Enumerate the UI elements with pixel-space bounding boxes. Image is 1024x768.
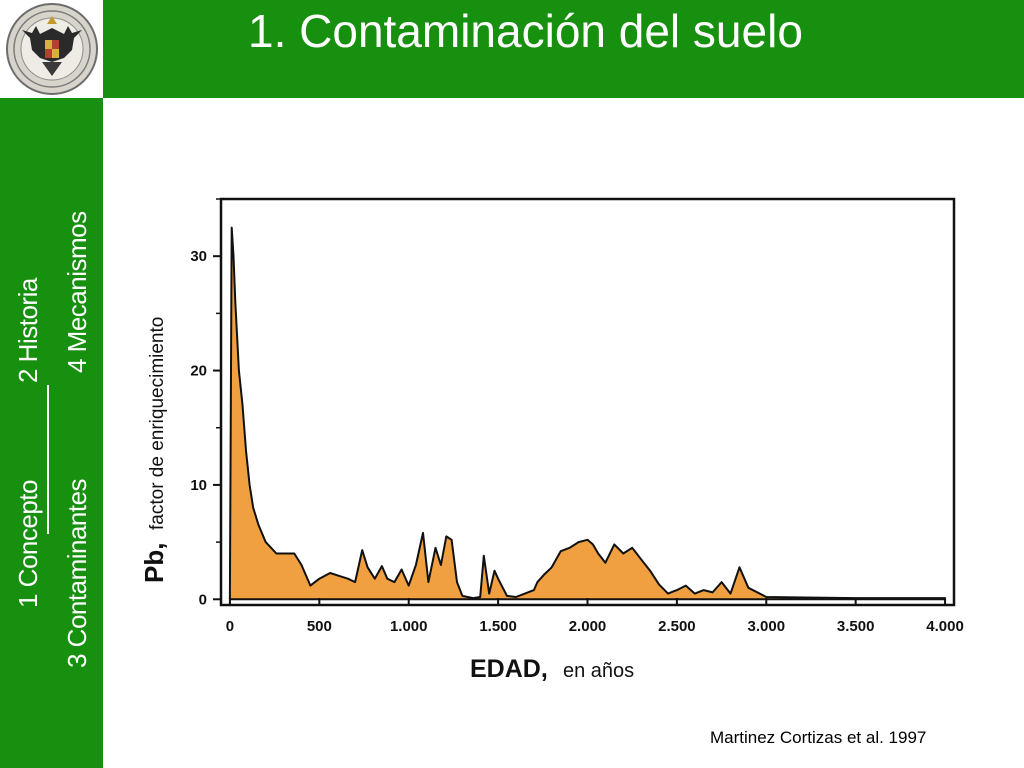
sidebar-nav: 1 Concepto 2 Historia 3 Contaminantes 4 … [0,98,103,768]
x-tick-label: 1.500 [479,618,517,635]
x-tick-label: 2.000 [569,618,607,635]
x-axis: 0 500 1.000 1.500 2.000 2.500 3.000 3.500 4.000 [226,598,964,635]
x-tick-label: 3.000 [748,618,786,635]
x-tick-label: 4.000 [926,618,964,635]
y-tick-label: 10 [190,477,207,494]
logo-area [0,0,103,98]
header-bar [103,0,1024,98]
y-axis-label-sub: factor de enriquecimiento [147,317,168,530]
x-axis-label-sub: en años [563,660,634,682]
citation: Martinez Cortizas et al. 1997 [710,728,927,747]
x-tick-label: 1.000 [390,618,428,635]
nav-divider [47,385,49,534]
y-tick-label: 30 [190,248,207,265]
x-tick-label: 500 [307,618,332,635]
y-tick-label: 20 [190,363,207,380]
y-axis: 0 10 20 30 [190,198,221,608]
slide-title: 1. Contaminación del suelo [248,5,803,57]
x-axis-label-main: EDAD, [470,655,548,683]
y-tick-label: 0 [199,591,207,608]
y-axis-label-main: Pb, [139,543,169,583]
x-tick-label: 2.500 [658,618,696,635]
x-tick-label: 0 [226,618,234,635]
university-seal-icon [6,3,98,95]
x-tick-label: 3.500 [837,618,875,635]
area-series [228,226,947,601]
